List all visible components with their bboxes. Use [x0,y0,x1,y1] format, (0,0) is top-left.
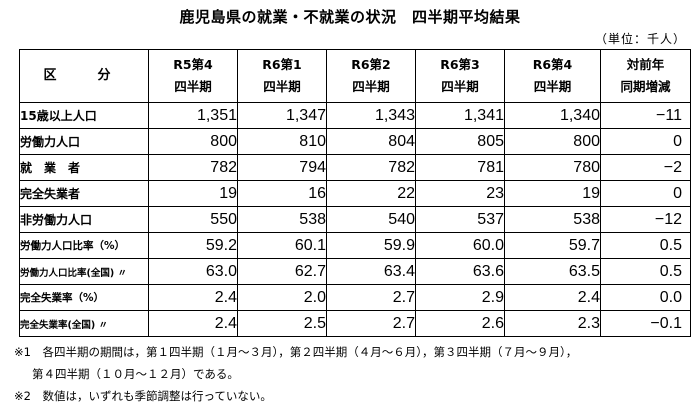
table-cell: 59.9 [326,232,416,259]
row-label: 完全失業率(全国) 〃 [19,310,149,337]
table-cell: 16 [237,180,327,207]
table-cell: 2.6 [415,310,505,337]
table-cell: 59.2 [148,232,238,259]
table-cell: 60.1 [237,232,327,259]
table-row: 労働力人口比率(全国) 〃 63.0 62.7 63.4 63.6 63.5 0… [19,258,691,285]
footnote-1-continued: 第４四半期（１０月～１２月）である。 [32,367,239,381]
row-label: 労働力人口比率（%） [19,232,149,259]
table-cell: −0.1 [600,310,691,337]
table-cell: 800 [148,128,238,155]
table-cell: 2.5 [237,310,327,337]
column-header: R5第4 四半期 [148,49,238,103]
table-cell: 23 [415,180,505,207]
row-label: 労働力人口比率(全国) 〃 [19,258,149,285]
table-cell: −2 [600,154,691,181]
table-row: 労働力人口比率（%） 59.2 60.1 59.9 60.0 59.7 0.5 [19,232,691,259]
table-cell: 60.0 [415,232,505,259]
table-row: 非労働力人口 550 538 540 537 538 −12 [19,206,691,233]
table-row: 完全失業率（%） 2.4 2.0 2.7 2.9 2.4 0.0 [19,284,691,311]
table-cell: 0 [600,128,691,155]
table-cell: 805 [415,128,505,155]
column-header-kubun: 区 分 [19,49,149,103]
table-cell: 63.5 [504,258,601,285]
table-cell: 780 [504,154,601,181]
table-cell: 540 [326,206,416,233]
table-cell: 0.5 [600,258,691,285]
table-cell: 2.4 [148,284,238,311]
table-cell: 62.7 [237,258,327,285]
table-cell: 538 [237,206,327,233]
table-cell: 537 [415,206,505,233]
page-title: 鹿児島県の就業・不就業の状況 四半期平均結果 [179,8,521,26]
column-header: R6第1 四半期 [237,49,327,103]
table-cell: 0 [600,180,691,207]
column-header: R6第2 四半期 [326,49,416,103]
table-cell: 63.4 [326,258,416,285]
table-cell: 2.7 [326,310,416,337]
column-header: R6第4 四半期 [504,49,601,103]
table-cell: 2.4 [504,284,601,311]
row-label: 完全失業率（%） [19,284,149,311]
column-header: 対前年 同期増減 [600,49,691,103]
table-cell: 22 [326,180,416,207]
table-row: 労働力人口 800 810 804 805 800 0 [19,128,691,155]
table-cell: 2.3 [504,310,601,337]
table-cell: 1,341 [415,102,505,129]
column-header: R6第3 四半期 [415,49,505,103]
table-cell: 1,343 [326,102,416,129]
table-cell: 2.9 [415,284,505,311]
table-cell: 550 [148,206,238,233]
table-cell: 2.7 [326,284,416,311]
table-row: 完全失業率(全国) 〃 2.4 2.5 2.7 2.6 2.3 −0.1 [19,310,691,337]
table-cell: 19 [504,180,601,207]
table-cell: 781 [415,154,505,181]
footnote-1: ※1 各四半期の期間は，第１四半期（１月～３月），第２四半期（４月～６月），第３… [14,345,578,359]
employment-table: 区 分 R5第4 四半期 R6第1 四半期 R6第2 四半期 R6第3 四半期 R6第4… [19,49,691,337]
footnotes: ※1 各四半期の期間は，第１四半期（１月～３月），第２四半期（４月～６月），第３… [14,341,577,407]
row-label: 15歳以上人口 [19,102,149,129]
table-cell: 2.0 [237,284,327,311]
table-cell: 782 [148,154,238,181]
table-header-row: 区 分 R5第4 四半期 R6第1 四半期 R6第2 四半期 R6第3 四半期 R6第4… [19,49,691,103]
table-cell: 1,340 [504,102,601,129]
table-cell: −11 [600,102,691,129]
row-label: 非労働力人口 [19,206,149,233]
table-cell: 0.0 [600,284,691,311]
table-cell: 2.4 [148,310,238,337]
table-cell: 800 [504,128,601,155]
table-cell: 59.7 [504,232,601,259]
table-cell: 63.0 [148,258,238,285]
table-cell: 1,347 [237,102,327,129]
table-cell: 0.5 [600,232,691,259]
table-cell: 810 [237,128,327,155]
table-cell: 782 [326,154,416,181]
table-row: 完全失業者 19 16 22 23 19 0 [19,180,691,207]
table-cell: −12 [600,206,691,233]
row-label: 労働力人口 [19,128,149,155]
row-label: 完全失業者 [19,180,149,207]
unit-label: （単位：千人） [594,32,686,46]
footnote-2: ※2 数値は，いずれも季節調整は行っていない。 [14,389,272,403]
table-cell: 1,351 [148,102,238,129]
table-cell: 804 [326,128,416,155]
table-cell: 538 [504,206,601,233]
table-cell: 19 [148,180,238,207]
table-row: 15歳以上人口 1,351 1,347 1,343 1,341 1,340 −1… [19,102,691,129]
table-row: 就 業 者 782 794 782 781 780 −2 [19,154,691,181]
table-cell: 63.6 [415,258,505,285]
table-cell: 794 [237,154,327,181]
row-label: 就 業 者 [19,154,149,181]
